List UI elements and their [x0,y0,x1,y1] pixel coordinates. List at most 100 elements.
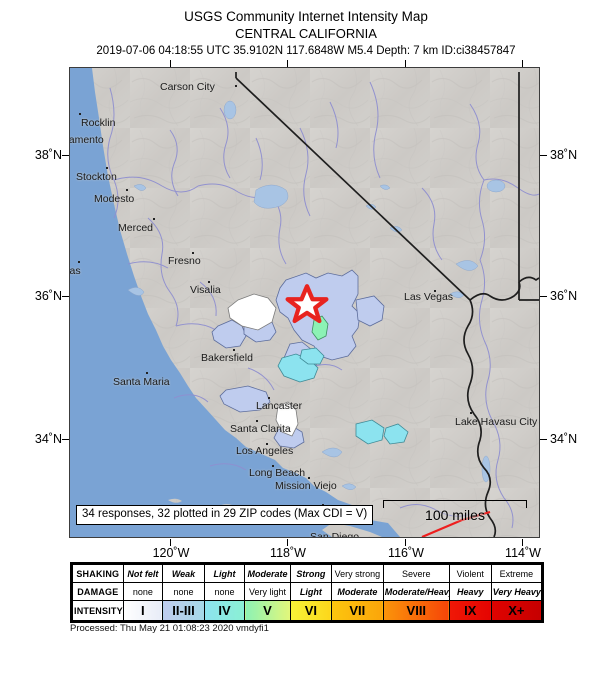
tick-lon-120w-top [170,60,171,67]
tick-lat-34n-left [62,439,69,440]
legend-intensity-cell-II-III: II-III [162,600,205,621]
city-dot-mission-viejo [308,477,310,479]
legend-intensity-cell-VI: VI [289,600,332,621]
processed-footer: Processed: Thu May 21 01:08:23 2020 vmdy… [70,623,269,634]
tick-lon-114w-top [522,60,523,67]
legend-rowhead-damage: DAMAGE [72,582,124,601]
tick-lat-38n-left [62,155,69,156]
legend-shaking-cell-5: Strong [289,564,332,583]
city-dot-lake-havasu-city [470,412,472,414]
legend-intensity-cell-I: I [122,600,164,621]
zip-poly-2-3-east [355,295,385,327]
legend-shaking-cell-2: Weak [162,564,205,583]
city-label-modesto: Modesto [94,193,135,205]
city-label-sacramento: cramento [69,134,104,146]
lon-label-120w: 120˚W [152,546,190,560]
city-label-san-diego: San Diego [310,531,360,538]
city-dot-lancaster [268,397,270,399]
city-label-merced: Merced [118,222,154,234]
legend-row-intensity: INTENSITY I II-III IV V VI VII VIII IX X+ [72,600,543,621]
zip-intensity-polygons [211,269,409,449]
scale-bar-line [383,500,527,508]
region-title: CENTRAL CALIFORNIA [235,26,377,41]
city-label-bakersfield: Bakersfield [201,352,253,364]
tick-lat-34n-right [540,439,547,440]
legend-damage-cell-1: none [122,582,164,601]
baja-landmass [322,523,382,537]
zip-poly-4-se2 [383,423,409,445]
city-dot-modesto [126,189,128,191]
tick-lon-114w [522,539,523,546]
city-label-stockton: Stockton [76,171,117,183]
lat-label-34n-left: 34˚N [34,432,62,446]
city-dot-stockton [106,167,108,169]
city-label-visalia: Visalia [190,284,221,296]
city-label-los-angeles: Los Angeles [236,445,294,457]
legend-shaking-cell-9: Extreme [490,564,543,583]
legend-row-shaking: SHAKING Not felt Weak Light Moderate Strong V… [72,564,543,583]
city-dot-santa-maria [146,372,148,374]
border-nv-az [463,299,497,537]
legend-row-damage: DAMAGE none none none Very light Light Modera… [72,582,543,601]
scale-bar: 100 miles [383,500,527,523]
tick-lon-116w [405,539,406,546]
legend-damage-cell-9: Very Heavy [490,582,543,601]
city-label-las-vegas: Las Vegas [404,291,454,303]
zip-poly-4-north [299,347,325,365]
legend-damage-cell-5: Light [289,582,332,601]
city-dot-salinas [78,261,80,263]
page-title: USGS Community Internet Intensity Map [184,9,428,24]
city-dot-long-beach [272,465,274,467]
scale-bar-label: 100 miles [425,507,485,523]
tick-lon-120w [170,539,171,546]
legend-damage-cell-8: Heavy [448,582,492,601]
legend-intensity-cell-IX: IX [448,600,492,621]
zip-poly-1-west [227,293,277,331]
channel-island-4 [168,498,182,503]
tick-lon-116w-top [405,60,406,67]
title-block: USGS Community Internet Intensity Map CE… [0,0,612,60]
legend-shaking-cell-1: Not felt [122,564,164,583]
legend-intensity-cell-IV: IV [203,600,246,621]
legend-damage-cell-7: Moderate/Heavy [382,582,450,601]
lat-label-38n-right: 38˚N [550,148,578,162]
legend-intensity-cell-VII: VII [330,600,384,621]
lon-label-114w: 114˚W [505,546,541,560]
city-label-carson-city: Carson City [160,81,215,93]
legend-rowhead-intensity: INTENSITY [72,600,124,621]
legend-damage-cell-4: Very light [244,582,291,601]
lat-label-34n-right: 34˚N [550,432,578,446]
map-figure: 38˚N 36˚N 34˚N 38˚N 36˚N 34˚N 120˚W 118˚… [0,60,612,560]
tick-lat-36n-right [540,296,547,297]
border-co-river-upper [518,276,539,283]
border-nv-north-river [469,281,521,301]
legend-intensity-cell-V: V [244,600,291,621]
city-label-rocklin: Rocklin [81,117,116,129]
city-dot-las-vegas [434,290,436,292]
response-summary-box: 34 responses, 32 plotted in 29 ZIP codes… [76,505,374,525]
lat-label-36n-right: 36˚N [550,289,578,303]
zip-poly-5-epicenter [311,315,329,341]
zip-poly-2-3-lanc [219,385,271,413]
city-dot-los-angeles [266,443,268,445]
city-label-lake-havasu-city: Lake Havasu City [455,416,538,428]
legend-shaking-cell-4: Moderate [244,564,291,583]
map-frame[interactable]: Carson City Rocklin cramento Stockton Mo… [69,67,540,538]
city-label-fresno: Fresno [168,255,201,267]
city-dot-bakersfield [233,349,235,351]
lon-label-116w: 116˚W [388,546,424,560]
city-label-lancaster: Lancaster [256,400,303,412]
lat-label-36n-left: 36˚N [34,289,62,303]
border-ca-nv-diagonal [235,77,471,301]
legend-damage-cell-6: Moderate [330,582,384,601]
city-dot-merced [153,218,155,220]
tick-lon-118w [287,539,288,546]
intensity-legend: SHAKING Not felt Weak Light Moderate Strong V… [70,562,544,623]
lon-label-118w: 118˚W [270,546,306,560]
legend-shaking-cell-7: Severe [382,564,450,583]
state-boundaries [235,72,539,537]
city-label-santa-maria: Santa Maria [113,376,170,388]
legend-damage-cell-2: none [162,582,205,601]
city-label-mission-viejo: Mission Viejo [275,480,337,492]
lat-label-38n-left: 38˚N [34,148,62,162]
